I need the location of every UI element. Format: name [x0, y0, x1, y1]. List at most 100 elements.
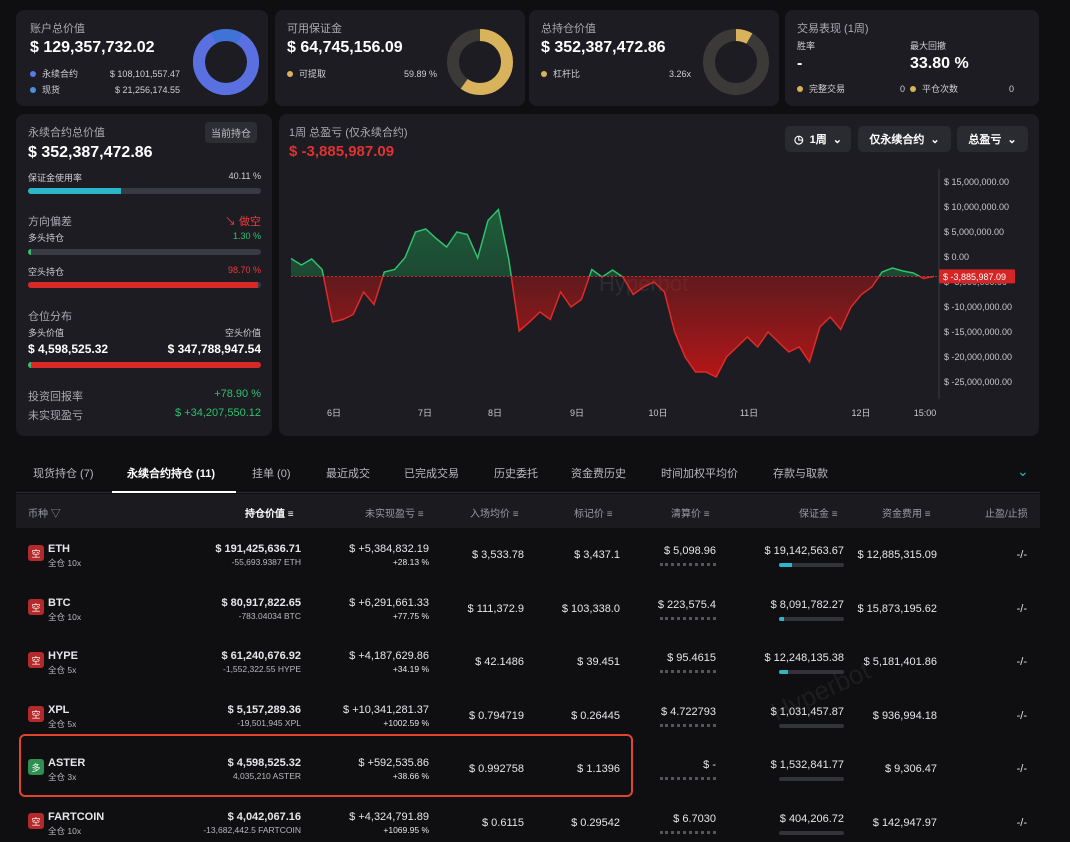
funding-fee: $ 15,873,195.62 — [857, 603, 937, 615]
account-value: $ 129,357,732.02 — [30, 39, 155, 56]
sort-icon: ≡ — [924, 509, 931, 520]
tab-twap[interactable]: 时间加权平均价 — [661, 468, 738, 480]
done-dot-icon — [797, 85, 803, 92]
y-tick-label: $ -25,000,000.00 — [944, 377, 1012, 387]
leverage-value: 3.26x — [668, 68, 691, 79]
unrealized-pnl-pct: +38.66 % — [392, 771, 429, 781]
tab-funding-history[interactable]: 资金费历史 — [571, 468, 626, 480]
metric-dropdown[interactable]: 总盈亏 ⌄ — [957, 126, 1028, 152]
account-donut — [193, 29, 259, 95]
header-mark[interactable]: 标记价 ≡ — [574, 509, 613, 520]
margin-mode: 全仓 10x — [48, 558, 82, 568]
tpsl-value[interactable]: -/- — [1016, 710, 1027, 722]
header-coin[interactable]: 币种 ▽ — [28, 509, 61, 520]
entry-price: $ 0.6115 — [481, 817, 524, 829]
margin-usage-label: 保证金使用率 — [28, 173, 83, 183]
chart-title: 1周 总盈亏 (仅永续合约) — [289, 127, 408, 139]
position-size: -55,693.9387 ETH — [231, 557, 301, 567]
coin-name: XPL — [48, 704, 70, 716]
tab-open-orders[interactable]: 挂单 (0) — [252, 468, 291, 480]
margin-usage-value: 40.11 % — [228, 171, 261, 181]
side-badge: 多 — [28, 759, 44, 775]
tab-order-history[interactable]: 历史委托 — [494, 468, 538, 480]
margin-bar — [779, 563, 844, 567]
long-value: $ 4,598,525.32 — [28, 342, 109, 356]
short-holding-bar — [28, 282, 261, 288]
tpsl-value[interactable]: -/- — [1016, 656, 1027, 668]
mark-price: $ 39.451 — [577, 656, 620, 668]
liquidation-distance-bar — [660, 670, 716, 673]
perp-dot-icon — [30, 70, 36, 77]
roi-value: +78.90 % — [214, 388, 261, 400]
sort-icon: ≡ — [287, 509, 294, 520]
coin-name: ASTER — [48, 757, 86, 769]
table-row[interactable]: 空 BTC 全仓 10x $ 80,917,822.65 -783.04034 BTC $… — [16, 581, 1040, 634]
tab-completed-trades[interactable]: 已完成交易 — [404, 468, 459, 480]
table-row[interactable]: 空 FARTCOIN 全仓 10x $ 4,042,067.16 -13,682,442… — [16, 795, 1040, 842]
tpsl-value[interactable]: -/- — [1016, 603, 1027, 615]
tab-spot[interactable]: 现货持仓 (7) — [33, 468, 94, 480]
leverage-dot-icon — [541, 70, 547, 77]
long-holding-fill — [28, 249, 32, 255]
y-tick-label: $ 15,000,000.00 — [944, 177, 1009, 187]
x-tick-label: 7日 — [418, 408, 432, 418]
expand-chevron-icon[interactable]: ⌄ — [1017, 463, 1029, 479]
x-tick-label: 12日 — [851, 408, 870, 418]
entry-price: $ 0.992758 — [468, 763, 524, 775]
long-holding-value: 1.30 % — [232, 231, 261, 241]
unrealized-pnl-pct: +1069.95 % — [383, 825, 429, 835]
upnl-value: $ +34,207,550.12 — [175, 407, 261, 419]
tpsl-value[interactable]: -/- — [1016, 817, 1027, 829]
y-tick-label: $ -15,000,000.00 — [944, 327, 1012, 337]
available-margin-value: $ 64,745,156.09 — [287, 39, 403, 56]
liquidation-price: $ - — [703, 759, 716, 771]
coin-name: FARTCOIN — [48, 811, 105, 823]
tab-recent-fills[interactable]: 最近成交 — [326, 468, 370, 480]
perp-total-title: 永续合约总价值 — [28, 127, 105, 139]
tab-deposits[interactable]: 存款与取款 — [773, 468, 828, 480]
margin-bar-fill — [779, 617, 785, 621]
negative-area — [291, 276, 934, 377]
header-value[interactable]: 持仓价值 ≡ — [245, 509, 294, 520]
x-tick-label: 10日 — [648, 408, 667, 418]
table-row[interactable]: 多 ASTER 全仓 3x $ 4,598,525.32 4,035,210 ASTER… — [16, 741, 1040, 794]
table-row[interactable]: 空 HYPE 全仓 5x $ 61,240,676.92 -1,552,322.55 H… — [16, 634, 1040, 687]
perp-summary-panel: 永续合约总价值 当前持仓 $ 352,387,472.86 保证金使用率 40.… — [16, 114, 272, 436]
position-size: -783.04034 BTC — [238, 611, 301, 621]
margin-bar — [779, 831, 844, 835]
current-value-label: $ -3,885,987.09 — [943, 272, 1006, 282]
header-funding[interactable]: 资金费用 ≡ — [882, 509, 931, 520]
table-row[interactable]: 空 ETH 全仓 10x $ 191,425,636.71 -55,693.9387 E… — [16, 527, 1040, 580]
funding-fee: $ 936,994.18 — [872, 710, 937, 722]
drawdown-value: 33.80 % — [910, 55, 969, 72]
tpsl-value[interactable]: -/- — [1016, 763, 1027, 775]
sort-icon: ≡ — [831, 509, 838, 520]
header-pnl[interactable]: 未实现盈亏 ≡ — [365, 509, 424, 520]
unrealized-pnl-pct: +1002.59 % — [383, 718, 429, 728]
table-row[interactable]: 空 XPL 全仓 5x $ 5,157,289.36 -19,501,945 XPL $ … — [16, 688, 1040, 741]
margin-mode: 全仓 3x — [48, 772, 77, 782]
tab-perp[interactable]: 永续合约持仓 (11) — [127, 468, 216, 480]
header-margin[interactable]: 保证金 ≡ — [799, 509, 838, 520]
chevron-down-icon: ⌄ — [832, 133, 842, 146]
total-position-card: 总持仓价值 $ 352,387,472.86 杠杆比 3.26x — [529, 10, 779, 106]
liquidation-price: $ 6.7030 — [673, 813, 716, 825]
liquidation-price: $ 4.722793 — [660, 706, 716, 718]
liquidation-distance-bar — [660, 777, 716, 780]
spot-label: 现货 — [42, 85, 61, 95]
tpsl-value[interactable]: -/- — [1016, 549, 1027, 561]
current-position-badge[interactable]: 当前持仓 — [205, 122, 257, 143]
scope-dropdown[interactable]: 仅永续合约 ⌄ — [858, 126, 951, 152]
positive-area — [291, 209, 934, 277]
available-margin-card: 可用保证金 $ 64,745,156.09 可提取 59.89 % — [275, 10, 525, 106]
mark-price: $ 0.29542 — [571, 817, 620, 829]
distribution-label: 仓位分布 — [28, 311, 72, 323]
period-dropdown[interactable]: ◷ 1周 ⌄ — [785, 126, 851, 152]
header-liq[interactable]: 清算价 ≡ — [671, 509, 710, 520]
perp-label: 永续合约 — [42, 69, 79, 79]
sort-icon: ≡ — [417, 509, 424, 520]
unrealized-pnl: $ +4,324,791.89 — [349, 811, 429, 823]
header-entry[interactable]: 入场均价 ≡ — [470, 509, 519, 520]
y-tick-label: $ 5,000,000.00 — [944, 227, 1004, 237]
coin-name: ETH — [48, 543, 70, 555]
